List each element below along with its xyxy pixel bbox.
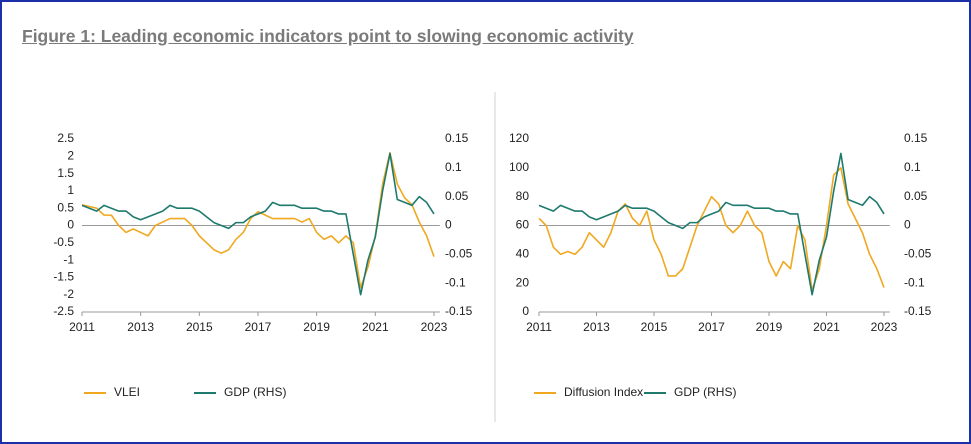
x-tick-label: 2015 xyxy=(186,320,213,334)
x-tick-label: 2017 xyxy=(245,320,272,334)
y2-tick-label: 0.05 xyxy=(445,189,469,203)
y-tick-label: 1 xyxy=(67,183,74,197)
y-tick-label: 60 xyxy=(516,218,530,232)
x-tick-label: 2011 xyxy=(69,320,95,334)
y-tick-label: 0 xyxy=(67,218,74,232)
y2-tick-label: 0.1 xyxy=(904,160,921,174)
y-tick-label: 20 xyxy=(516,275,530,289)
y-tick-label: 2.5 xyxy=(57,131,74,145)
y-tick-label: -2.5 xyxy=(53,304,74,318)
y2-tick-label: -0.1 xyxy=(904,275,925,289)
y2-tick-label: -0.05 xyxy=(445,247,473,261)
x-tick-label: 2023 xyxy=(871,320,898,334)
y2-tick-label: 0 xyxy=(445,218,452,232)
x-tick-label: 2023 xyxy=(421,320,448,334)
y2-tick-label: 0.1 xyxy=(445,160,462,174)
y-tick-label: -2 xyxy=(63,287,74,301)
y-tick-label: -1.5 xyxy=(53,270,74,284)
x-tick-label: 2021 xyxy=(813,320,840,334)
y-tick-label: 100 xyxy=(509,160,529,174)
y-tick-label: -1 xyxy=(63,252,74,266)
y-tick-label: 80 xyxy=(516,189,530,203)
x-tick-label: 2019 xyxy=(303,320,330,334)
legend-label: GDP (RHS) xyxy=(224,385,286,399)
data-line xyxy=(538,152,885,296)
y-tick-label: 2 xyxy=(67,148,74,162)
y-tick-label: -0.5 xyxy=(53,235,74,249)
legend-label: GDP (RHS) xyxy=(674,385,736,399)
data-line xyxy=(538,167,885,292)
x-tick-label: 2019 xyxy=(756,320,783,334)
y2-tick-label: 0.05 xyxy=(904,189,928,203)
data-line xyxy=(81,152,435,296)
x-tick-label: 2017 xyxy=(698,320,725,334)
legend-label: Diffusion Index xyxy=(564,385,643,399)
y-tick-label: 120 xyxy=(509,131,529,145)
y2-tick-label: -0.15 xyxy=(904,304,932,318)
x-tick-label: 2021 xyxy=(362,320,389,334)
x-tick-label: 2013 xyxy=(583,320,610,334)
legend-label: VLEI xyxy=(114,385,140,399)
y2-tick-label: -0.1 xyxy=(445,275,466,289)
y2-tick-label: 0.15 xyxy=(904,131,928,145)
x-tick-label: 2013 xyxy=(127,320,154,334)
y2-tick-label: 0 xyxy=(904,218,911,232)
x-tick-label: 2015 xyxy=(641,320,668,334)
x-tick-label: 2011 xyxy=(526,320,552,334)
y-tick-label: 0.5 xyxy=(57,200,74,214)
y-tick-label: 1.5 xyxy=(57,166,74,180)
y-tick-label: 40 xyxy=(516,247,530,261)
y2-tick-label: -0.05 xyxy=(904,247,932,261)
figure-title: Figure 1: Leading economic indicators po… xyxy=(22,26,634,46)
data-line xyxy=(81,152,435,289)
y-tick-label: 0 xyxy=(522,304,529,318)
y2-tick-label: 0.15 xyxy=(445,131,469,145)
y2-tick-label: -0.15 xyxy=(445,304,473,318)
